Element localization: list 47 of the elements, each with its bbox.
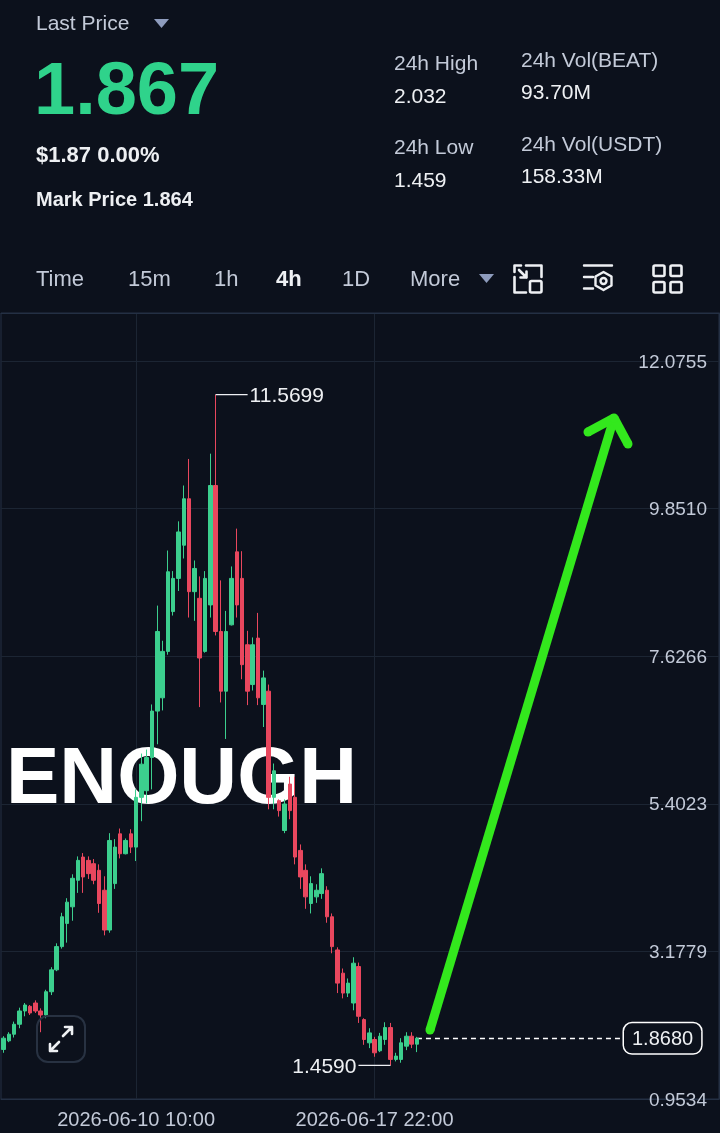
- candlestick: [197, 575, 202, 708]
- text: 1h: [214, 265, 239, 292]
- text: 1.867: [34, 47, 220, 131]
- candlestick: [415, 1036, 419, 1053]
- candlestick: [129, 828, 133, 854]
- y-tick-label: 7.6266: [648, 645, 707, 667]
- text: 24h Low: [394, 135, 474, 159]
- annotation: 11.5699: [249, 383, 324, 407]
- text: 2.032: [394, 84, 447, 108]
- y-tick-label: 12.0755: [638, 350, 707, 372]
- candlestick: [192, 559, 197, 622]
- annotation: 1.4590: [292, 1053, 357, 1077]
- text: More: [410, 265, 461, 292]
- text: $1.87 0.00%: [36, 141, 160, 168]
- candlestick: [261, 670, 266, 728]
- candlestick: [362, 1017, 366, 1046]
- text: 24h Vol(BEAT): [521, 48, 659, 72]
- candlestick: [367, 1027, 372, 1049]
- candlestick: [187, 458, 191, 619]
- candlestick: [123, 837, 128, 855]
- candlestick: [224, 610, 228, 740]
- candlestick: [372, 1036, 377, 1058]
- candlestick: [256, 612, 260, 706]
- text: Last Price: [36, 11, 130, 35]
- candlestick: [409, 1031, 414, 1049]
- y-tick-label: 5.4023: [648, 793, 707, 815]
- text: Mark Price 1.864: [36, 188, 193, 210]
- y-tick-label: 3.1779: [648, 940, 707, 962]
- x-tick-label: 2026-06-10 10:00: [57, 1108, 216, 1130]
- ref-line-label: 1.8680: [632, 1027, 694, 1050]
- text: 15m: [128, 265, 171, 292]
- text: 93.70M: [521, 80, 592, 104]
- candlestick: [118, 828, 122, 859]
- text: 1.459: [394, 168, 447, 192]
- candlestick: [388, 1022, 393, 1066]
- candlestick: [356, 962, 361, 1024]
- x-tick-label: 2026-06-17 22:00: [295, 1108, 454, 1130]
- text: 1D: [342, 265, 371, 292]
- text: 24h High: [394, 51, 479, 75]
- candlestick: [229, 565, 234, 626]
- y-tick-label: 9.8510: [648, 498, 707, 520]
- text: Time: [36, 265, 85, 292]
- text: 24h Vol(USDT): [521, 132, 663, 156]
- y-tick-label: 0.9534: [648, 1088, 708, 1110]
- candlestick: [250, 636, 255, 692]
- text: 4h: [276, 265, 302, 292]
- text: 158.33M: [521, 164, 603, 188]
